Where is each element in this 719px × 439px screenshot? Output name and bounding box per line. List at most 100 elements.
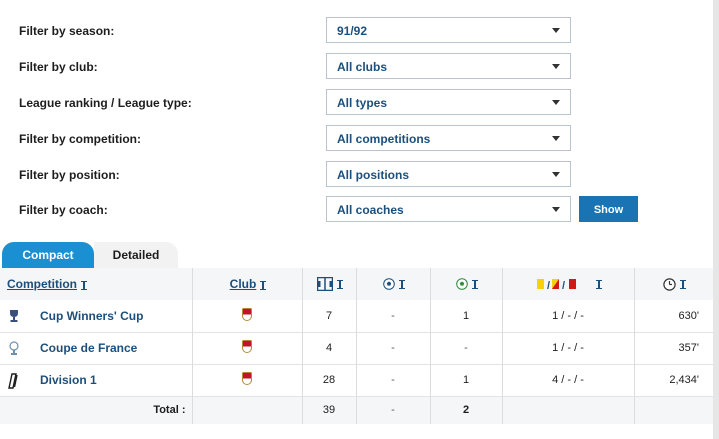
sort-icon[interactable] xyxy=(680,279,687,289)
minutes-cell: 2,434' xyxy=(669,374,699,386)
apps-cell[interactable]: 4 xyxy=(302,332,357,364)
goals-header[interactable] xyxy=(356,268,431,300)
total-row: Total : 39 - 2 xyxy=(0,396,713,424)
position-select-value: All positions xyxy=(337,168,409,182)
league-type-select[interactable]: All types xyxy=(326,89,571,115)
filter-row-coach: Filter by coach: All coaches Show xyxy=(0,196,713,226)
apps-cell[interactable]: 7 xyxy=(302,300,357,332)
total-cards-cell xyxy=(502,396,635,424)
coupe-de-france-icon xyxy=(9,340,19,355)
ligue-1-icon xyxy=(8,372,18,389)
assists-icon xyxy=(456,278,468,290)
total-assists-cell: 2 xyxy=(430,396,503,424)
apps-cell[interactable]: 28 xyxy=(302,364,357,396)
sort-icon[interactable] xyxy=(81,280,87,290)
tab-compact[interactable]: Compact xyxy=(2,242,94,268)
view-tabs: Compact Detailed xyxy=(0,242,719,268)
club-cell xyxy=(192,364,303,396)
filter-coach-label: Filter by coach: xyxy=(19,203,108,217)
cards-cell: 1 / - / - xyxy=(502,300,635,332)
season-select-value: 91/92 xyxy=(337,24,368,38)
total-apps-cell: 39 xyxy=(302,396,357,424)
chevron-down-icon xyxy=(552,207,560,212)
stats-table: Competition Club xyxy=(0,268,713,424)
table-row: Cup Winners' Cup 7 - 1 1 / - / - 630' xyxy=(0,300,713,332)
tab-detailed[interactable]: Detailed xyxy=(94,242,178,268)
appearances-icon xyxy=(316,276,334,292)
svg-text:/: / xyxy=(547,280,550,291)
filter-row-season: Filter by season: 91/92 xyxy=(0,17,713,47)
filter-competition-label: Filter by competition: xyxy=(19,132,142,146)
club-header[interactable]: Club xyxy=(192,268,303,300)
goals-cell: - xyxy=(356,364,431,396)
cards-header[interactable]: / / xyxy=(502,268,635,300)
monaco-crest-icon[interactable] xyxy=(242,340,252,353)
cards-cell: 1 / - / - xyxy=(502,332,635,364)
competition-cell: Division 1 xyxy=(0,364,193,396)
assists-cell: - xyxy=(430,332,503,364)
sort-icon[interactable] xyxy=(260,280,267,290)
chevron-down-icon xyxy=(552,172,560,177)
total-minutes-cell xyxy=(634,396,713,424)
filter-panel: Filter by season: 91/92 Filter by club: … xyxy=(0,17,713,226)
club-cell xyxy=(192,300,303,332)
competition-cell: Coupe de France xyxy=(0,332,193,364)
coach-select[interactable]: All coaches xyxy=(326,196,571,222)
goals-cell: - xyxy=(356,300,431,332)
competition-link[interactable]: Division 1 xyxy=(40,373,97,387)
appearances-header[interactable] xyxy=(302,268,357,300)
club-select-value: All clubs xyxy=(337,60,388,74)
chevron-down-icon xyxy=(552,28,560,33)
filter-row-competition: Filter by competition: All competitions xyxy=(0,125,713,155)
filter-season-label: Filter by season: xyxy=(19,24,115,38)
competition-link[interactable]: Cup Winners' Cup xyxy=(40,308,144,323)
page-frame-edge xyxy=(713,0,719,439)
goals-cell: - xyxy=(356,332,431,364)
assists-header[interactable] xyxy=(430,268,503,300)
goals-icon xyxy=(383,278,395,290)
competition-header[interactable]: Competition xyxy=(0,268,193,300)
table-row: Division 1 28 - 1 4 / - / - 2,434' xyxy=(0,364,713,396)
total-goals-cell: - xyxy=(356,396,431,424)
total-label: Total : xyxy=(0,396,193,424)
sort-icon[interactable] xyxy=(472,279,478,289)
filter-row-club: Filter by club: All clubs xyxy=(0,53,713,83)
cards-icon: / / xyxy=(537,278,576,292)
competition-header-link[interactable]: Competition xyxy=(7,277,77,291)
competition-link[interactable]: Coupe de France xyxy=(40,341,138,355)
filter-row-league-type: League ranking / League type: All types xyxy=(0,89,713,119)
chevron-down-icon xyxy=(552,100,560,105)
minutes-header[interactable] xyxy=(634,268,713,300)
coach-select-value: All coaches xyxy=(337,203,404,217)
sort-icon[interactable] xyxy=(337,279,343,289)
minutes-clock-icon xyxy=(663,277,676,291)
filter-position-label: Filter by position: xyxy=(19,168,120,182)
filter-league-type-label: League ranking / League type: xyxy=(19,96,192,110)
competition-cell: Cup Winners' Cup xyxy=(0,300,193,332)
filter-club-label: Filter by club: xyxy=(19,60,98,74)
club-select[interactable]: All clubs xyxy=(326,53,571,79)
cards-cell: 4 / - / - xyxy=(502,364,635,396)
position-select[interactable]: All positions xyxy=(326,161,571,187)
club-header-link[interactable]: Club xyxy=(229,277,257,291)
club-cell xyxy=(192,332,303,364)
svg-text:/: / xyxy=(562,280,565,291)
monaco-crest-icon[interactable] xyxy=(242,307,252,321)
show-button[interactable]: Show xyxy=(579,196,638,222)
filter-row-position: Filter by position: All positions xyxy=(0,161,713,191)
assists-cell: 1 xyxy=(430,300,503,332)
table-header-row: Competition Club xyxy=(0,268,713,300)
competition-select-value: All competitions xyxy=(337,132,431,146)
sort-icon[interactable] xyxy=(399,279,405,289)
sort-icon[interactable] xyxy=(596,279,602,289)
season-select[interactable]: 91/92 xyxy=(326,17,571,43)
minutes-cell: 630' xyxy=(678,309,699,322)
assists-cell: 1 xyxy=(430,364,503,396)
cup-winners-cup-icon xyxy=(10,310,18,322)
competition-select[interactable]: All competitions xyxy=(326,125,571,151)
monaco-crest-icon[interactable] xyxy=(242,372,252,385)
chevron-down-icon xyxy=(552,136,560,141)
league-type-select-value: All types xyxy=(337,96,388,110)
table-row: Coupe de France 4 - - 1 / - / - 357' xyxy=(0,332,713,364)
chevron-down-icon xyxy=(552,64,560,69)
